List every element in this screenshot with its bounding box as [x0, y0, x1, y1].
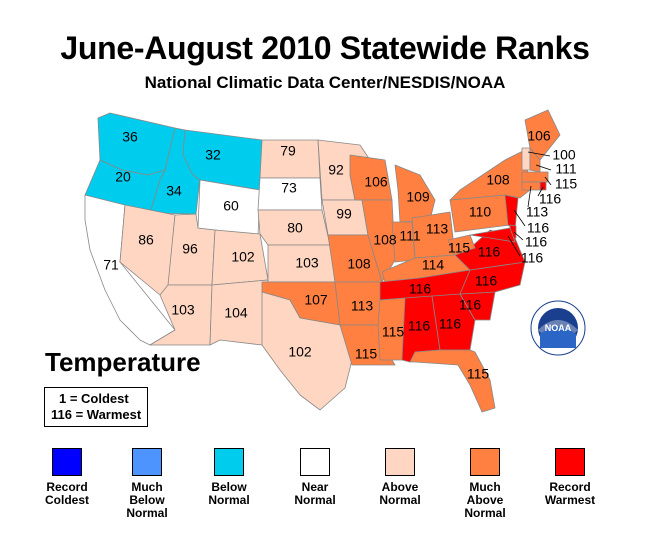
rank-label-ga: 116 [439, 316, 462, 332]
legend-swatch [300, 448, 330, 476]
rank-label-ut: 96 [182, 241, 198, 257]
legend-label: Record Coldest [44, 480, 89, 507]
svg-text:NOAA: NOAA [545, 323, 572, 333]
state-me [524, 109, 561, 161]
rank-label-tx: 102 [288, 344, 312, 360]
state-wv [447, 234, 476, 256]
legend-item: Record Coldest [22, 448, 112, 507]
callout-line-nj [513, 209, 526, 227]
rank-label-ks: 103 [295, 255, 319, 271]
legend-swatch [555, 448, 585, 476]
legend-label: Much Above Normal [464, 480, 506, 520]
rank-label-vt: 100 [552, 147, 576, 163]
rank-label-fl: 115 [467, 366, 490, 382]
state-ms [377, 297, 406, 361]
state-tx [261, 291, 353, 411]
legend-item: Record Warmest [525, 448, 615, 507]
noaa-logo: NOAA [530, 300, 586, 356]
rank-label-wi: 106 [364, 174, 388, 190]
legend-item: Above Normal [355, 448, 445, 507]
rank-label-co: 102 [231, 249, 255, 265]
legend-label: Above Normal [379, 480, 421, 507]
rank-label-al: 116 [408, 318, 431, 334]
rank-label-sd: 73 [281, 180, 297, 196]
legend-swatch [214, 448, 244, 476]
rank-label-id: 34 [166, 183, 182, 199]
key-coldest: 1 = Coldest [59, 391, 129, 406]
rank-key-box: 1 = Coldest 116 = Warmest [44, 387, 148, 427]
state-nm [209, 279, 269, 346]
legend-swatch [132, 448, 162, 476]
callout-line-de [513, 231, 524, 241]
rank-label-mi: 109 [406, 189, 430, 205]
rank-label-wa: 36 [122, 129, 138, 145]
rank-label-ma: 115 [555, 176, 578, 192]
callout-line-md [507, 235, 521, 257]
rank-label-va: 116 [478, 244, 501, 260]
rank-label-ct: 113 [526, 204, 549, 220]
rank-label-ms: 115 [382, 324, 405, 340]
rank-label-la: 115 [355, 346, 378, 362]
temperature-heading: Temperature [45, 347, 201, 377]
rank-label-ok: 107 [304, 292, 328, 308]
rank-label-md: 116 [521, 250, 544, 266]
rank-label-oh: 113 [426, 221, 449, 237]
legend-label: Near Normal [294, 480, 336, 507]
rank-label-tn: 116 [409, 281, 432, 297]
legend-label: Much Below Normal [126, 480, 168, 520]
legend-item: Near Normal [270, 448, 360, 507]
rank-label-ky: 114 [422, 257, 445, 273]
legend-swatch [385, 448, 415, 476]
legend-label: Below Normal [208, 480, 250, 507]
rank-label-ny: 108 [486, 172, 510, 188]
rank-label-sc: 116 [459, 297, 482, 313]
rank-label-nd: 79 [280, 143, 296, 159]
legend-item: Much Below Normal [102, 448, 192, 520]
legend-swatch [470, 448, 500, 476]
rank-label-ne: 80 [287, 220, 303, 236]
state-md [469, 227, 516, 243]
rank-label-or: 20 [115, 169, 131, 185]
rank-label-ca: 71 [103, 257, 119, 273]
rank-label-nm: 104 [224, 305, 248, 321]
map-title: June-August 2010 Statewide Ranks [60, 30, 590, 66]
rank-label-mt: 32 [205, 147, 221, 163]
legend-label: Record Warmest [544, 480, 596, 507]
state-vt [521, 147, 531, 171]
rank-label-mn: 92 [328, 162, 344, 178]
callout-line-ct [527, 185, 532, 208]
state-ga [431, 293, 476, 351]
rank-label-nc: 116 [475, 273, 498, 289]
callout-line-vt [527, 151, 551, 157]
rank-label-in: 111 [399, 228, 420, 244]
rank-label-wy: 60 [223, 198, 239, 214]
rank-label-ri: 116 [539, 191, 562, 207]
rank-label-ar: 113 [351, 298, 374, 314]
map-subtitle: National Climatic Data Center/NESDIS/NOA… [144, 73, 506, 92]
legend-item: Below Normal [184, 448, 274, 507]
callout-line-ma [544, 176, 552, 186]
rank-label-me: 106 [527, 128, 551, 144]
state-fl [409, 349, 496, 413]
rank-label-nj: 116 [527, 220, 550, 236]
rank-label-wv: 115 [448, 240, 471, 256]
rank-label-il: 108 [373, 232, 397, 248]
rank-label-nv: 86 [138, 232, 154, 248]
rank-label-nh: 111 [555, 161, 576, 177]
callout-line-ri [537, 186, 544, 197]
callout-line-nh [535, 164, 552, 171]
legend-swatch [52, 448, 82, 476]
legend-item: Much Above Normal [440, 448, 530, 520]
state-ny [449, 149, 531, 201]
state-ri [539, 181, 547, 191]
state-ma [521, 171, 549, 183]
rank-label-ia: 99 [336, 206, 352, 222]
rank-label-mo: 108 [347, 256, 371, 272]
rank-label-de: 116 [525, 234, 548, 250]
rank-label-az: 103 [171, 302, 195, 318]
key-warmest: 116 = Warmest [51, 407, 142, 422]
rank-label-pa: 110 [469, 204, 492, 220]
